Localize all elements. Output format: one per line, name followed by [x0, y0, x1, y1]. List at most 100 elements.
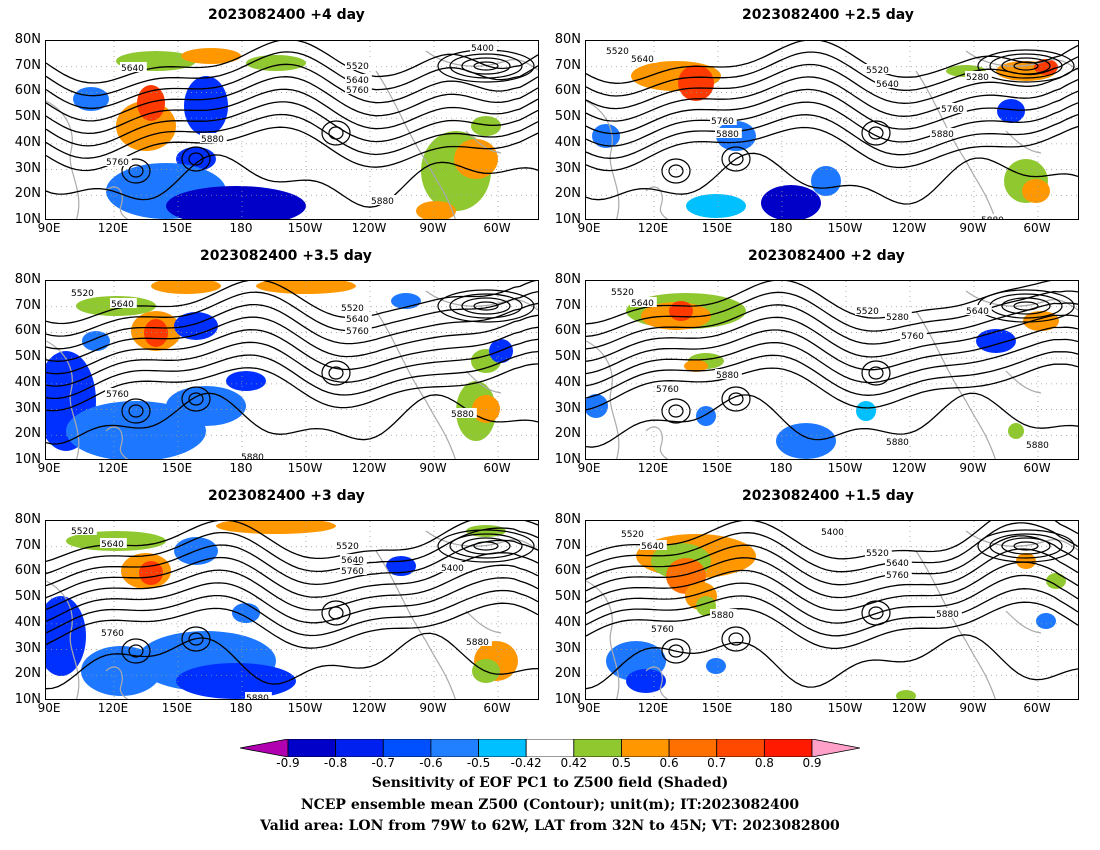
contour-label: 5640 — [966, 307, 989, 317]
map-panel-4: 5520 5640 5520 5640 5760 5400 5760 5880 5880 — [45, 520, 539, 700]
z500-closed-contour — [728, 392, 744, 406]
colorbar-box — [573, 739, 622, 757]
sensitivity-shade — [246, 55, 306, 71]
contour-label: 5640 — [641, 542, 664, 552]
colorbar-box — [287, 739, 337, 757]
footer-line-1: Sensitivity of EOF PC1 to Z500 field (Sh… — [371, 775, 729, 791]
lon-tick-label: 150E — [161, 461, 193, 475]
lat-tick-label: 70N — [554, 537, 581, 553]
contour-label: 5760 — [901, 332, 924, 342]
contour-label: 5280 — [966, 73, 989, 83]
contour-label-bg — [935, 608, 962, 618]
contour-label: 5520 — [341, 304, 364, 314]
z500-contour — [586, 152, 1078, 205]
z500-closed-contour — [449, 533, 523, 559]
z500-closed-contour — [188, 392, 204, 406]
panel-title-1: 2023082400 +2.5 day — [742, 7, 914, 23]
contour-label-bg — [245, 692, 272, 699]
z500-contour — [586, 290, 1078, 338]
lon-tick-label: 60W — [483, 461, 511, 475]
z500-contour — [46, 154, 538, 208]
sensitivity-shade — [181, 48, 241, 64]
z500-contour — [586, 76, 1078, 122]
z500-contour — [46, 302, 538, 350]
lon-tick-label: 120W — [351, 701, 387, 715]
z500-contour — [586, 101, 1078, 147]
lat-tick-label: 40N — [14, 134, 41, 150]
z500-closed-contour — [868, 126, 884, 140]
lon-tick-label: 60W — [483, 221, 511, 235]
z500-contour — [586, 351, 1078, 399]
lat-tick-label: 40N — [554, 374, 581, 390]
lat-tick-label: 10N — [14, 452, 41, 467]
z500-contour — [46, 76, 538, 122]
lat-tick-label: 70N — [554, 297, 581, 313]
sensitivity-shade — [256, 281, 356, 294]
sensitivity-shade — [696, 406, 716, 426]
contour-label-bg — [630, 297, 657, 307]
contour-label: 5520 — [346, 62, 369, 72]
lon-tick-label: 90W — [419, 461, 447, 475]
contour-label: 5760 — [101, 629, 124, 639]
lat-tick-label: 20N — [554, 666, 581, 682]
contour-label-bg — [340, 565, 367, 575]
contour-label: 5640 — [346, 315, 369, 325]
z500-closed-contour — [188, 152, 204, 166]
coastline — [465, 370, 502, 394]
sensitivity-shade — [176, 663, 296, 699]
colorbar-tick-label: -0.42 — [510, 756, 542, 770]
footer-line-3: Valid area: LON from 79W to 62W, LAT fro… — [260, 818, 840, 834]
sensitivity-shade — [811, 166, 841, 196]
colorbar-tick-label: 0.8 — [754, 756, 774, 770]
contour-label-bg — [345, 313, 372, 323]
contour-label-bg — [620, 528, 647, 538]
contour-label: 5520 — [336, 542, 359, 552]
z500-contour — [46, 350, 538, 400]
z500-closed-contour — [473, 61, 499, 71]
z500-contour — [46, 564, 538, 611]
sensitivity-shade — [761, 185, 821, 219]
sensitivity-shade — [776, 423, 836, 459]
lat-tick-label: 80N — [14, 512, 41, 527]
sensitivity-shade — [856, 401, 876, 421]
z500-closed-contour — [328, 366, 344, 380]
sensitivity-shade — [1008, 423, 1024, 439]
z500-closed-contour — [868, 606, 884, 620]
z500-contour — [46, 290, 538, 337]
z500-closed-contour — [328, 126, 344, 140]
contour-label-bg — [470, 42, 497, 52]
colorbar-box — [382, 739, 432, 757]
colorbar-box — [621, 739, 670, 757]
contour-label-bg — [200, 133, 227, 143]
z500-closed-contour — [461, 297, 511, 315]
z500-closed-contour — [868, 366, 884, 380]
z500-closed-contour — [668, 404, 684, 418]
lat-tick-label: 40N — [14, 374, 41, 390]
colorbar-tick-label: 0.6 — [659, 756, 679, 770]
z500-closed-contour — [1013, 541, 1039, 551]
lat-tick-label: 30N — [554, 160, 581, 176]
lon-tick-label: 150E — [701, 461, 733, 475]
lon-tick-label: 150W — [827, 701, 863, 715]
z500-closed-contour — [128, 404, 144, 418]
contour-label-bg — [715, 128, 742, 138]
contour-label: 5760 — [106, 390, 129, 400]
contour-label: 5520 — [611, 288, 634, 298]
map-panel-5: 5520 5640 5400 5520 5640 5760 5760 5880 5880 — [585, 520, 1079, 700]
lon-tick-label: 150W — [827, 461, 863, 475]
z500-closed-contour — [128, 644, 144, 658]
contour-label-bg — [1025, 439, 1052, 449]
z500-closed-contour — [437, 529, 535, 563]
z500-closed-contour — [861, 600, 891, 626]
coastline — [915, 70, 996, 219]
contour-label: 5880 — [466, 638, 489, 648]
sensitivity-shade — [471, 116, 501, 136]
z500-closed-contour — [181, 386, 211, 412]
contour-label-bg — [885, 311, 912, 321]
lon-tick-label: 120E — [637, 701, 669, 715]
lat-tick-label: 50N — [554, 349, 581, 365]
coastline — [105, 186, 129, 219]
sensitivity-shade — [1016, 553, 1036, 569]
z500-contour — [586, 522, 1078, 573]
